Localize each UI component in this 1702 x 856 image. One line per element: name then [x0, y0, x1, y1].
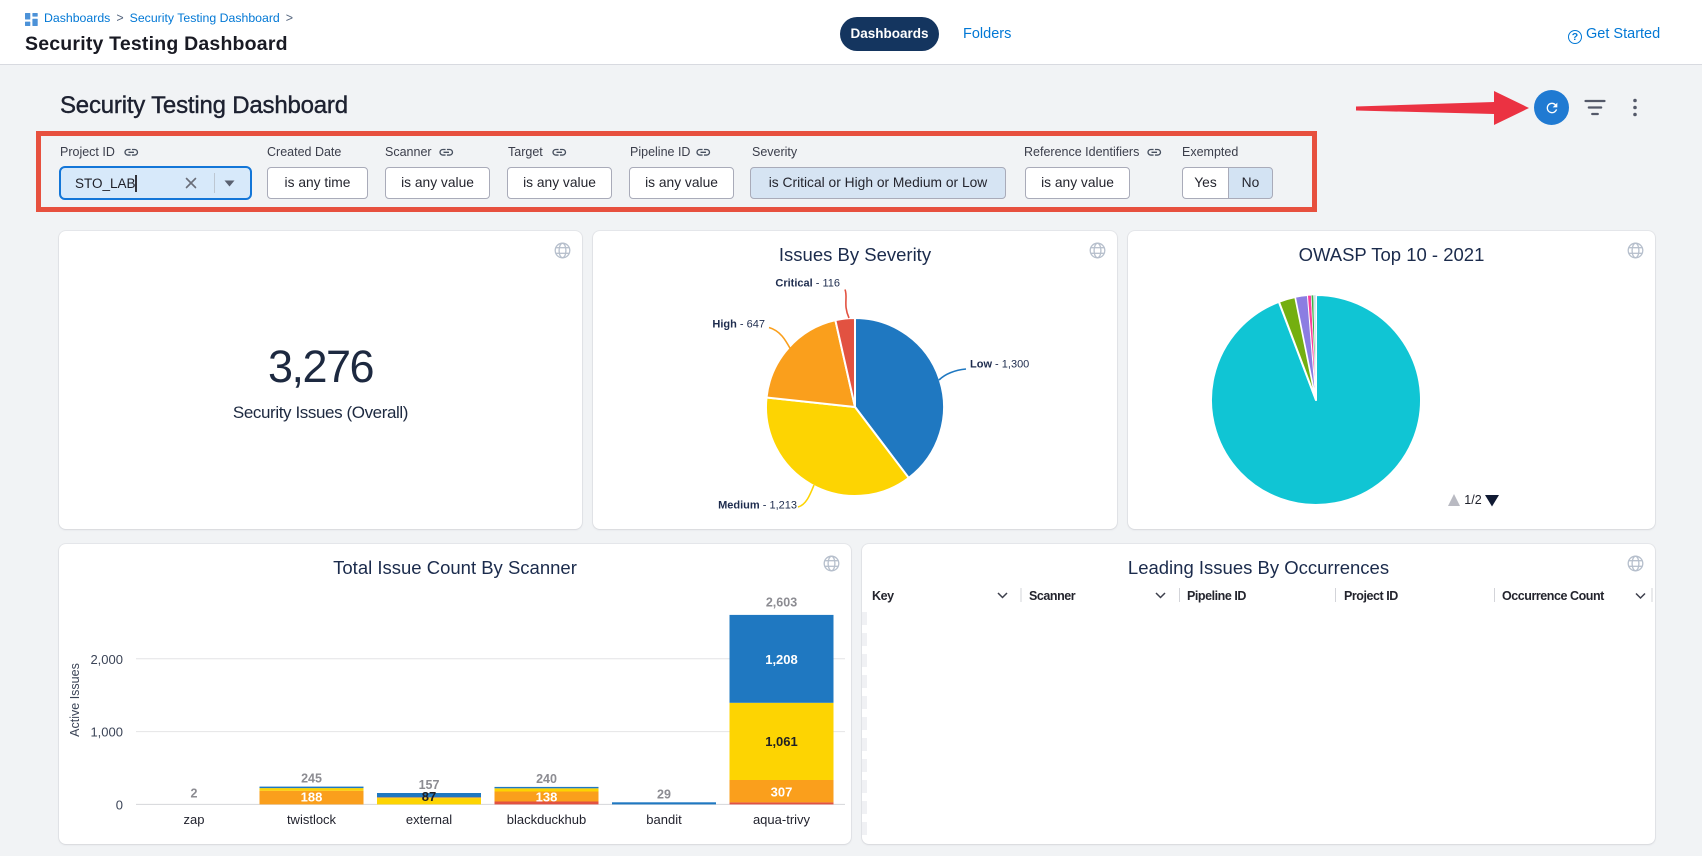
- svg-text:2,603: 2,603: [766, 596, 797, 610]
- svg-text:1/2: 1/2: [1464, 493, 1481, 507]
- svg-text:2: 2: [191, 787, 198, 801]
- svg-text:138: 138: [536, 790, 558, 805]
- svg-text:87: 87: [422, 789, 436, 804]
- svg-text:240: 240: [536, 772, 557, 786]
- svg-text:Active Issues: Active Issues: [68, 663, 82, 737]
- svg-text:Pipeline ID: Pipeline ID: [1187, 589, 1246, 603]
- svg-text:0: 0: [116, 797, 123, 812]
- svg-text:245: 245: [301, 772, 322, 786]
- svg-text:Scanner: Scanner: [1029, 589, 1076, 603]
- svg-text:external: external: [406, 812, 452, 827]
- svg-text:29: 29: [657, 787, 671, 801]
- svg-text:bandit: bandit: [646, 812, 682, 827]
- svg-text:157: 157: [419, 778, 440, 792]
- svg-text:1,000: 1,000: [90, 725, 123, 740]
- svg-text:1,061: 1,061: [765, 734, 798, 749]
- svg-text:307: 307: [771, 785, 793, 800]
- svg-text:Project ID: Project ID: [1344, 589, 1398, 603]
- svg-text:Low - 1,300: Low - 1,300: [970, 359, 1029, 371]
- svg-text:High - 647: High - 647: [712, 319, 765, 331]
- svg-text:aqua-trivy: aqua-trivy: [753, 812, 811, 827]
- svg-text:Medium - 1,213: Medium - 1,213: [718, 500, 797, 512]
- svg-text:Key: Key: [872, 589, 894, 603]
- svg-text:2,000: 2,000: [90, 652, 123, 667]
- svg-text:1,208: 1,208: [765, 652, 798, 667]
- svg-text:Critical - 116: Critical - 116: [775, 278, 840, 290]
- svg-text:twistlock: twistlock: [287, 812, 337, 827]
- svg-text:blackduckhub: blackduckhub: [507, 812, 587, 827]
- svg-text:Occurrence Count: Occurrence Count: [1502, 589, 1605, 603]
- svg-text:188: 188: [301, 790, 323, 805]
- svg-text:zap: zap: [184, 812, 205, 827]
